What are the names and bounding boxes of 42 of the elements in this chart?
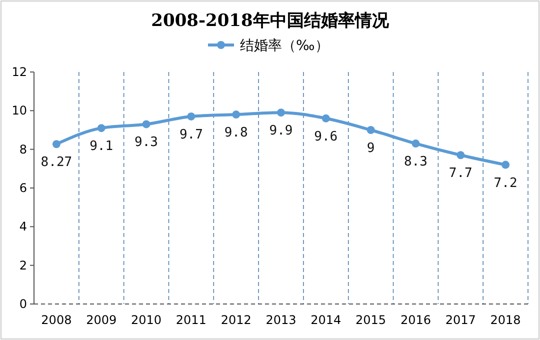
x-tick-label: 2017 [445,313,476,327]
data-label: 9.8 [224,126,248,141]
x-tick-label: 2011 [176,313,206,327]
data-label: 8.27 [40,155,72,170]
y-tick-label: 0 [19,297,27,311]
point [97,124,106,132]
data-label: 9 [366,141,375,156]
point [52,140,60,148]
point [502,160,510,169]
y-tick-label: 8 [19,142,27,156]
point [232,110,240,119]
data-label: 7.2 [494,176,518,191]
x-tick-label: 2010 [131,313,162,327]
x-tick-label: 2018 [490,313,521,327]
y-tick-label: 10 [12,104,27,118]
point [142,120,150,128]
data-label: 9.7 [179,127,203,142]
point [412,140,420,148]
x-tick-label: 2008 [41,313,72,327]
data-label: 9.6 [314,129,338,144]
x-tick-label: 2012 [220,313,252,327]
chart-title: 2008-2018年中国结婚率情况 [151,11,390,31]
point [187,112,196,120]
x-tick-label: 2014 [310,313,342,327]
x-tick-label: 2009 [86,313,117,327]
y-tick-label: 12 [12,65,27,79]
data-label: 9.1 [90,139,114,154]
point [277,108,285,117]
data-label: 9.9 [269,124,293,139]
y-tick-label: 2 [19,258,27,272]
y-tick-label: 4 [19,220,27,234]
x-tick-label: 2016 [400,313,431,327]
x-tick-label: 2013 [266,313,296,327]
y-tick-label: 6 [19,181,27,195]
data-label: 9.3 [134,135,158,150]
data-label: 8.3 [404,154,428,170]
data-label: 7.7 [448,166,472,182]
point [322,114,330,122]
x-tick-label: 2015 [356,313,386,327]
legend-label: 结婚率（‰） [240,38,329,54]
point [366,126,375,134]
point [456,151,465,160]
